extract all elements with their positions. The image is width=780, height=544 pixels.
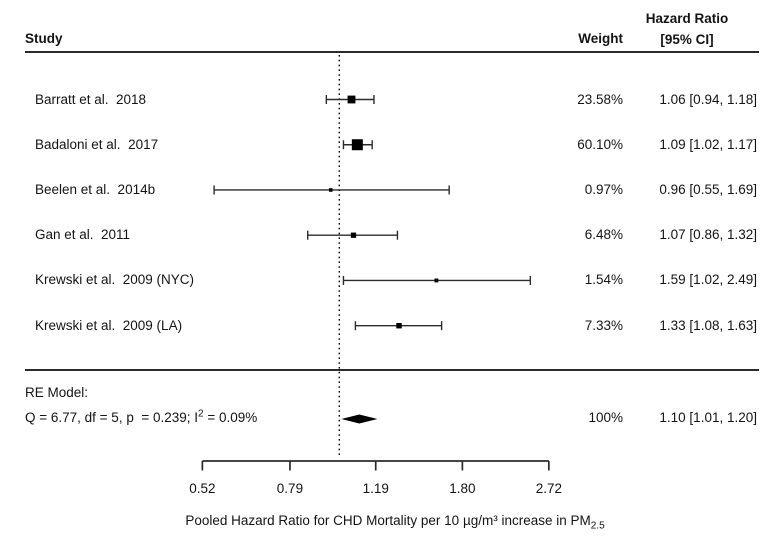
summary-divider-line bbox=[25, 369, 759, 371]
header-divider-line bbox=[25, 51, 759, 53]
summary-hr-ci-value: 1.10 [1.01, 1.20] bbox=[659, 410, 757, 425]
x-axis-title-text: Pooled Hazard Ratio for CHD Mortality pe… bbox=[185, 513, 591, 528]
study-row-hr-ci: 1.06 [0.94, 1.18] bbox=[659, 91, 757, 107]
x-axis-tick-label: 2.72 bbox=[535, 481, 562, 496]
x-axis-title: Pooled Hazard Ratio for CHD Mortality pe… bbox=[115, 513, 675, 532]
summary-weight-value: 100% bbox=[588, 410, 623, 425]
re-model-stats: Q = 6.77, df = 5, p = 0.239; I2 = 0.09% bbox=[25, 408, 258, 426]
study-row-hr-ci: 0.96 [0.55, 1.69] bbox=[659, 181, 757, 197]
estimate-square bbox=[396, 322, 402, 329]
study-row-label: Gan et al. 2011 bbox=[35, 227, 131, 243]
study-row-weight: 1.54% bbox=[584, 272, 623, 288]
study-row-label: Krewski et al. 2009 (NYC) bbox=[35, 272, 195, 288]
re-model-label: RE Model: bbox=[25, 385, 89, 400]
x-axis-tick-label: 1.19 bbox=[362, 481, 389, 496]
re-model-stats-text: Q = 6.77, df = 5, p = 0.239; I bbox=[25, 410, 198, 425]
study-row-label: Krewski et al. 2009 (LA) bbox=[35, 317, 183, 333]
study-row-label: Badaloni et al. 2017 bbox=[35, 136, 159, 152]
study-row-label: Barratt et al. 2018 bbox=[35, 91, 147, 107]
estimate-square bbox=[350, 232, 357, 238]
study-row-weight: 0.97% bbox=[584, 181, 623, 197]
x-axis-tick-label: 1.80 bbox=[449, 481, 476, 496]
study-column-header: Study bbox=[25, 31, 63, 46]
x-axis-tick-label: 0.52 bbox=[189, 481, 216, 496]
estimate-square bbox=[434, 278, 439, 283]
estimate-square bbox=[351, 139, 363, 151]
estimate-square bbox=[347, 95, 356, 104]
x-axis-tick-label: 0.79 bbox=[276, 481, 304, 496]
weight-column-header: Weight bbox=[578, 31, 623, 46]
hazard-ratio-column-header-line2: [95% CI] bbox=[660, 32, 714, 47]
study-row-weight: 6.48% bbox=[584, 227, 623, 243]
study-row-hr-ci: 1.09 [1.02, 1.17] bbox=[659, 136, 757, 152]
summary-diamond bbox=[341, 414, 378, 424]
hazard-ratio-column-header-line1: Hazard Ratio bbox=[645, 11, 729, 26]
x-axis-title-subscript: 2.5 bbox=[590, 520, 605, 532]
study-row-hr-ci: 1.33 [1.08, 1.63] bbox=[659, 317, 757, 333]
study-row-hr-ci: 1.07 [0.86, 1.32] bbox=[659, 227, 757, 243]
study-row-weight: 7.33% bbox=[584, 317, 623, 333]
re-model-stats-superscript: 2 bbox=[198, 408, 204, 420]
estimate-square bbox=[328, 188, 333, 192]
study-row-weight: 60.10% bbox=[577, 136, 623, 152]
study-row-weight: 23.58% bbox=[577, 91, 623, 107]
study-row-label: Beelen et al. 2014b bbox=[35, 181, 156, 197]
study-row-hr-ci: 1.59 [1.02, 2.49] bbox=[659, 272, 757, 288]
re-model-stats-tail: = 0.09% bbox=[203, 410, 258, 425]
